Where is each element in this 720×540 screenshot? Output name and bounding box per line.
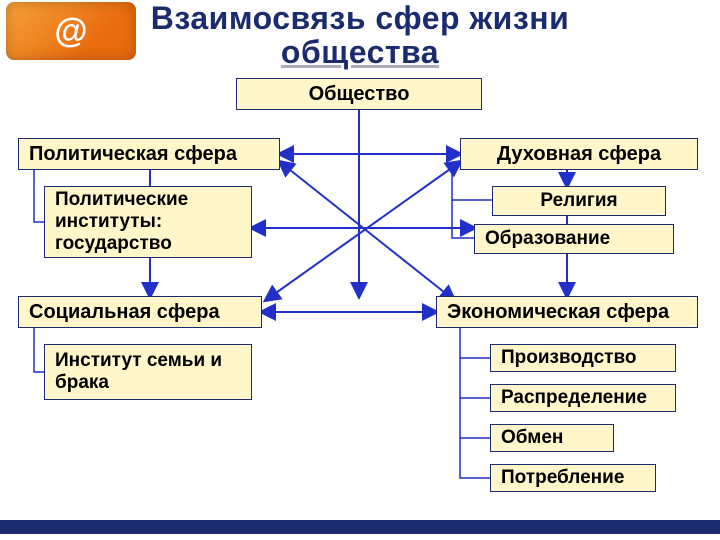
box-exchange: Обмен xyxy=(490,424,614,452)
box-pol_inst: Политические институты: государство xyxy=(44,186,252,258)
box-distribution: Распределение xyxy=(490,384,676,412)
title-line-1: Взаимосвязь сфер жизни xyxy=(0,2,720,36)
box-society: Общество xyxy=(236,78,482,110)
slide-title: Взаимосвязь сфер жизни общества xyxy=(0,2,720,69)
box-production: Производство xyxy=(490,344,676,372)
title-line-2: общества xyxy=(0,36,720,70)
footer-bar xyxy=(0,520,720,534)
box-social: Социальная сфера xyxy=(18,296,262,328)
box-consumption: Потребление xyxy=(490,464,656,492)
box-political: Политическая сфера xyxy=(18,138,280,170)
box-economic: Экономическая сфера xyxy=(436,296,698,328)
box-religion: Религия xyxy=(492,186,666,216)
box-spiritual: Духовная сфера xyxy=(460,138,698,170)
box-education: Образование xyxy=(474,224,674,254)
box-family: Институт семьи и брака xyxy=(44,344,252,400)
